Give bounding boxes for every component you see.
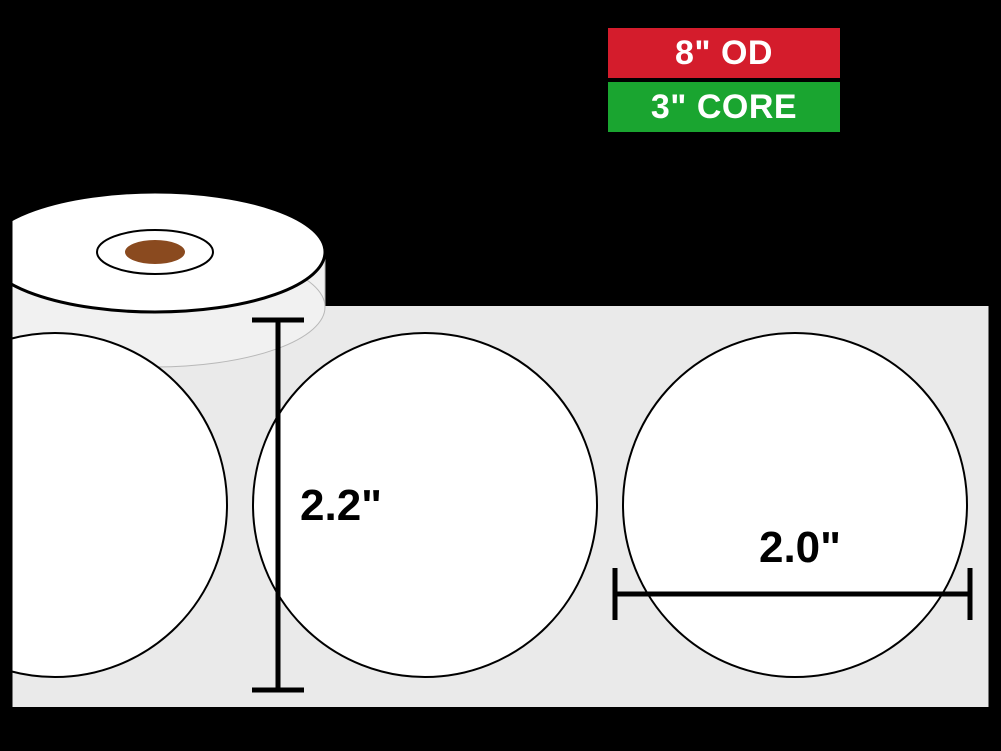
clipped-content: 2.2" 2.0" <box>0 192 991 707</box>
od-badge-text: 8" OD <box>675 36 773 70</box>
label-roll-diagram: 2.2" 2.0" 8" OD 3" CORE <box>0 0 1001 751</box>
diagram-svg: 2.2" 2.0" <box>0 0 1001 751</box>
od-badge: 8" OD <box>608 28 840 78</box>
core-badge: 3" CORE <box>608 82 840 132</box>
width-dimension-label: 2.0" <box>759 523 841 572</box>
height-dimension-label: 2.2" <box>300 481 382 530</box>
core-badge-text: 3" CORE <box>651 90 797 124</box>
label-circle-2 <box>623 333 967 677</box>
